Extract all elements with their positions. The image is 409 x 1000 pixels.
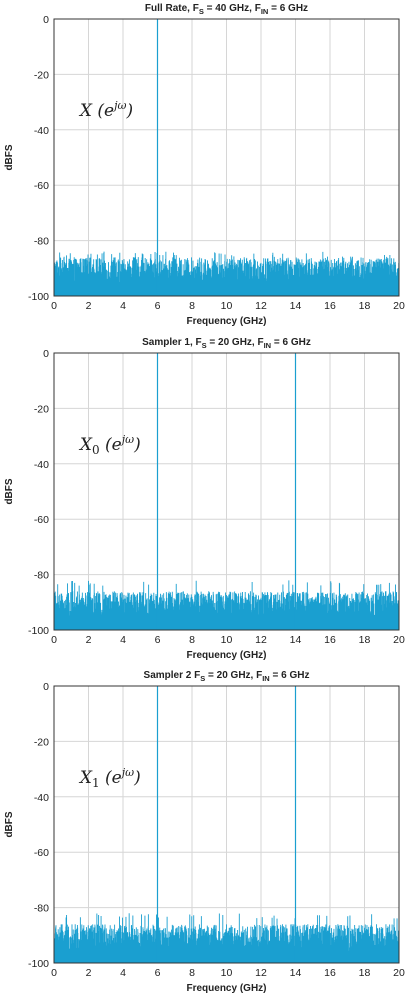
y-tick-label: -20	[34, 736, 49, 748]
chart-title: Full Rate, FS = 40 GHz, FIN = 6 GHz	[145, 3, 308, 16]
x-tick-label: 6	[155, 300, 161, 312]
y-tick-label: -60	[34, 514, 49, 526]
y-tick-label: -60	[34, 180, 49, 192]
y-tick-label: -100	[28, 625, 49, 637]
plot-frame	[53, 18, 400, 297]
y-tick-label: -40	[34, 459, 49, 471]
annotation-label: X1 (ejω)	[78, 766, 141, 790]
x-tick-label: 10	[221, 300, 233, 312]
chart-sampler-2: Sampler 2 FS = 20 GHz, FIN = 6 GHz 0 -20 -4…	[4, 670, 405, 994]
plot-frame	[53, 352, 400, 631]
x-tick-label: 8	[189, 300, 195, 312]
y-axis-label: dBFS	[4, 478, 15, 504]
x-tick-label: 14	[290, 634, 302, 646]
y-tick-label: -100	[28, 291, 49, 303]
x-tick-label: 12	[255, 300, 267, 312]
y-tick-label: -20	[34, 403, 49, 415]
plot-frame	[53, 685, 400, 964]
chart-full-rate: Full Rate, FS = 40 GHz, FIN = 6 GHz 0 -20 -…	[4, 3, 405, 327]
y-tick-label: -40	[34, 125, 49, 137]
x-tick-label: 6	[155, 967, 161, 979]
chart-title: Sampler 2 FS = 20 GHz, FIN = 6 GHz	[144, 670, 310, 683]
y-tick-label: 0	[43, 681, 49, 693]
x-tick-label: 0	[51, 634, 57, 646]
x-axis-label: Frequency (GHz)	[186, 650, 266, 661]
x-tick-label: 2	[86, 300, 92, 312]
x-tick-label: 18	[359, 967, 371, 979]
y-tick-label: 0	[43, 348, 49, 360]
y-tick-label: -60	[34, 847, 49, 859]
x-axis-label: Frequency (GHz)	[186, 983, 266, 994]
x-tick-label: 16	[324, 967, 336, 979]
x-tick-label: 12	[255, 967, 267, 979]
x-tick-label: 8	[189, 634, 195, 646]
x-tick-label: 14	[290, 300, 302, 312]
x-tick-label: 18	[359, 300, 371, 312]
annotation-label: X (ejω)	[78, 99, 133, 121]
chart-title: Sampler 1, FS = 20 GHz, FIN = 6 GHz	[142, 337, 311, 350]
x-tick-label: 2	[86, 967, 92, 979]
y-tick-label: -20	[34, 69, 49, 81]
y-tick-label: -100	[28, 958, 49, 970]
y-axis-label: dBFS	[4, 811, 15, 837]
x-tick-label: 4	[120, 300, 126, 312]
x-tick-label: 20	[393, 967, 405, 979]
x-axis-label: Frequency (GHz)	[186, 316, 266, 327]
y-tick-label: 0	[43, 14, 49, 26]
x-tick-label: 4	[120, 634, 126, 646]
x-tick-label: 0	[51, 967, 57, 979]
x-tick-label: 6	[155, 634, 161, 646]
x-tick-label: 2	[86, 634, 92, 646]
x-tick-label: 10	[221, 967, 233, 979]
x-tick-label: 16	[324, 634, 336, 646]
x-tick-label: 12	[255, 634, 267, 646]
y-tick-label: -80	[34, 236, 49, 248]
annotation-label: X0 (ejω)	[78, 433, 141, 457]
x-tick-label: 20	[393, 634, 405, 646]
x-tick-label: 0	[51, 300, 57, 312]
y-tick-label: -80	[34, 903, 49, 915]
y-axis-label: dBFS	[4, 144, 15, 170]
y-tick-label: -40	[34, 792, 49, 804]
x-tick-label: 10	[221, 634, 233, 646]
x-tick-label: 4	[120, 967, 126, 979]
x-tick-label: 20	[393, 300, 405, 312]
x-tick-label: 18	[359, 634, 371, 646]
chart-sampler-1: Sampler 1, FS = 20 GHz, FIN = 6 GHz 0 -20 -…	[4, 337, 405, 661]
x-tick-label: 16	[324, 300, 336, 312]
x-tick-label: 8	[189, 967, 195, 979]
x-tick-label: 14	[290, 967, 302, 979]
y-tick-label: -80	[34, 570, 49, 582]
